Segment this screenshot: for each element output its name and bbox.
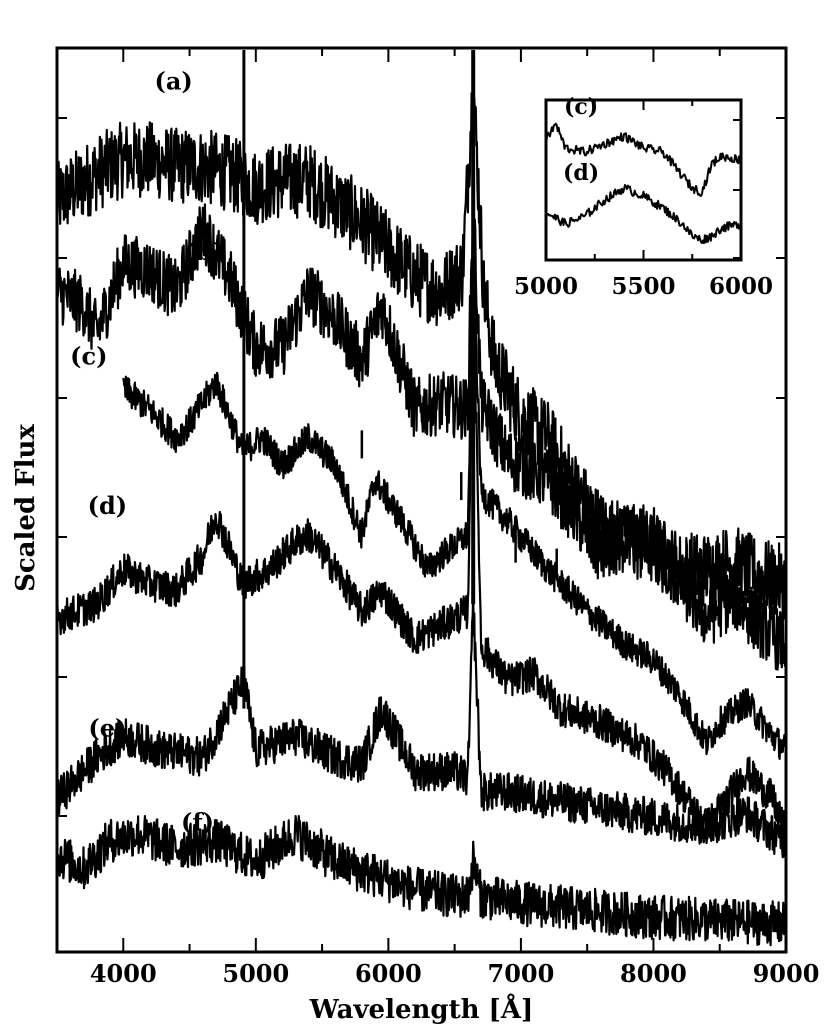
x-tick-label: 5000 [222, 959, 289, 988]
inset-plot: 5000 5500 6000 (c) (d) [514, 94, 773, 300]
y-axis-title: Scaled Flux [11, 424, 41, 592]
spectrum-line-d [55, 293, 788, 847]
spectrum-line-a [55, 92, 788, 622]
series-label: (e) [88, 713, 126, 742]
inset-series-label: (c) [564, 94, 598, 120]
x-tick-label: 6000 [355, 959, 422, 988]
x-axis-title: Wavelength [Å] [309, 994, 534, 1025]
spectrum-line-f [55, 815, 788, 947]
inset-x-tick-label: 5000 [514, 273, 578, 300]
spectrum-line-c [122, 249, 787, 760]
series-label: (c) [70, 341, 107, 370]
inset-series-label: (d) [563, 160, 599, 186]
inset-x-tick-label: 5500 [611, 273, 675, 300]
main-plot: 4000 5000 6000 7000 8000 9000 Wavelength [Å] Sc… [11, 46, 820, 1025]
x-tick-label: 4000 [90, 959, 157, 988]
spectrum-line-e [55, 592, 788, 859]
series-label: (b) [184, 237, 224, 266]
inset-x-tick-label: 6000 [709, 273, 773, 300]
x-tick-label: 8000 [620, 959, 687, 988]
series-label: (a) [155, 67, 193, 96]
x-tick-label: 7000 [488, 959, 555, 988]
spectrum-line-b [55, 192, 788, 671]
x-tick-label: 9000 [753, 959, 820, 988]
inset-spectrum-line-d [545, 184, 742, 245]
inset-spectrum-line-c [545, 122, 742, 197]
plot-frame [55, 46, 788, 954]
series-label: (d) [88, 491, 128, 520]
series-label: (f) [181, 807, 214, 836]
